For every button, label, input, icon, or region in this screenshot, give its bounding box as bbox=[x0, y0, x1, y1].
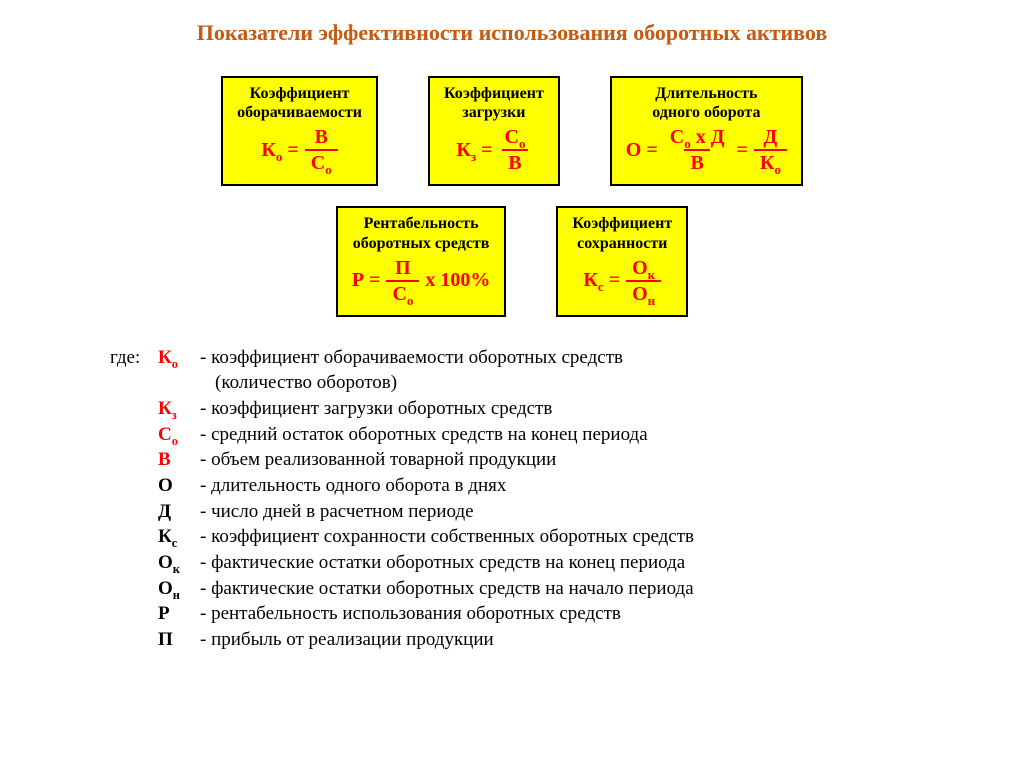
box-kz-label: Коэффициентзагрузки bbox=[444, 84, 544, 122]
legend-text-7: - фактические остатки оборотных средств … bbox=[200, 550, 685, 576]
legend-row-8: Он - фактические остатки оборотных средс… bbox=[158, 576, 984, 602]
box-ks: Коэффициентсохранности Кс = Ок Он bbox=[556, 206, 688, 316]
legend-row-3: В - объем реализованной товарной продукц… bbox=[158, 447, 984, 473]
legend-row-6: Кс - коэффициент сохранности собственных… bbox=[158, 524, 984, 550]
legend-row-7: Ок - фактические остатки оборотных средс… bbox=[158, 550, 984, 576]
legend-text-2: - средний остаток оборотных средств на к… bbox=[200, 422, 648, 448]
legend: где: Ко - коэффициент оборачиваемости об… bbox=[110, 345, 984, 653]
legend-text-4: - длительность одного оборота в днях bbox=[200, 473, 506, 499]
legend-text-5: - число дней в расчетном периоде bbox=[200, 499, 474, 525]
box-ko-formula: Ко = В Со bbox=[237, 126, 362, 174]
legend-sym-1: Кз bbox=[158, 396, 200, 422]
box-ks-label: Коэффициентсохранности bbox=[572, 214, 672, 252]
legend-text-10: - прибыль от реализации продукции bbox=[200, 627, 494, 653]
legend-row-2: Со - средний остаток оборотных средств н… bbox=[158, 422, 984, 448]
legend-sym-3: В bbox=[158, 447, 200, 473]
page-title: Показатели эффективности использования о… bbox=[40, 20, 984, 46]
box-ko: Коэффициентоборачиваемости Ко = В Со bbox=[221, 76, 378, 186]
legend-text-9: - рентабельность использования оборотных… bbox=[200, 601, 621, 627]
legend-row-10: П - прибыль от реализации продукции bbox=[158, 627, 984, 653]
box-o-label: Длительностьодного оборота bbox=[626, 84, 787, 122]
legend-text-1: - коэффициент загрузки оборотных средств bbox=[200, 396, 552, 422]
legend-sym-4: О bbox=[158, 473, 200, 499]
legend-row-0: где: Ко - коэффициент оборачиваемости об… bbox=[110, 345, 984, 371]
formula-row-2: Рентабельностьоборотных средств Р = П Со… bbox=[40, 206, 984, 316]
legend-sym-8: Он bbox=[158, 576, 200, 602]
box-ko-label: Коэффициентоборачиваемости bbox=[237, 84, 362, 122]
legend-continuation: (количество оборотов) bbox=[215, 370, 984, 396]
legend-sym-10: П bbox=[158, 627, 200, 653]
legend-sym-6: Кс bbox=[158, 524, 200, 550]
box-o-formula: О = Со х Д В = Д Ко bbox=[626, 126, 787, 174]
legend-sym-2: Со bbox=[158, 422, 200, 448]
legend-row-5: Д - число дней в расчетном периоде bbox=[158, 499, 984, 525]
box-o: Длительностьодного оборота О = Со х Д В … bbox=[610, 76, 803, 186]
legend-row-9: Р - рентабельность использования оборотн… bbox=[158, 601, 984, 627]
box-r-formula: Р = П Со х 100% bbox=[352, 257, 491, 305]
legend-text-8: - фактические остатки оборотных средств … bbox=[200, 576, 694, 602]
box-kz-formula: Кз = Со В bbox=[444, 126, 544, 174]
legend-sym-5: Д bbox=[158, 499, 200, 525]
legend-text-3: - объем реализованной товарной продукции bbox=[200, 447, 556, 473]
formula-row-1: Коэффициентоборачиваемости Ко = В Со Коэ… bbox=[40, 76, 984, 186]
box-r: Рентабельностьоборотных средств Р = П Со… bbox=[336, 206, 507, 316]
legend-text-6: - коэффициент сохранности собственных об… bbox=[200, 524, 694, 550]
legend-sym-7: Ок bbox=[158, 550, 200, 576]
legend-row-1: Кз - коэффициент загрузки оборотных сред… bbox=[158, 396, 984, 422]
legend-sym-0: Ко bbox=[158, 345, 200, 371]
box-kz: Коэффициентзагрузки Кз = Со В bbox=[428, 76, 560, 186]
legend-sym-9: Р bbox=[158, 601, 200, 627]
box-ks-formula: Кс = Ок Он bbox=[572, 257, 672, 305]
box-r-label: Рентабельностьоборотных средств bbox=[352, 214, 491, 252]
legend-row-4: О - длительность одного оборота в днях bbox=[158, 473, 984, 499]
legend-text-0: - коэффициент оборачиваемости оборотных … bbox=[200, 345, 623, 371]
